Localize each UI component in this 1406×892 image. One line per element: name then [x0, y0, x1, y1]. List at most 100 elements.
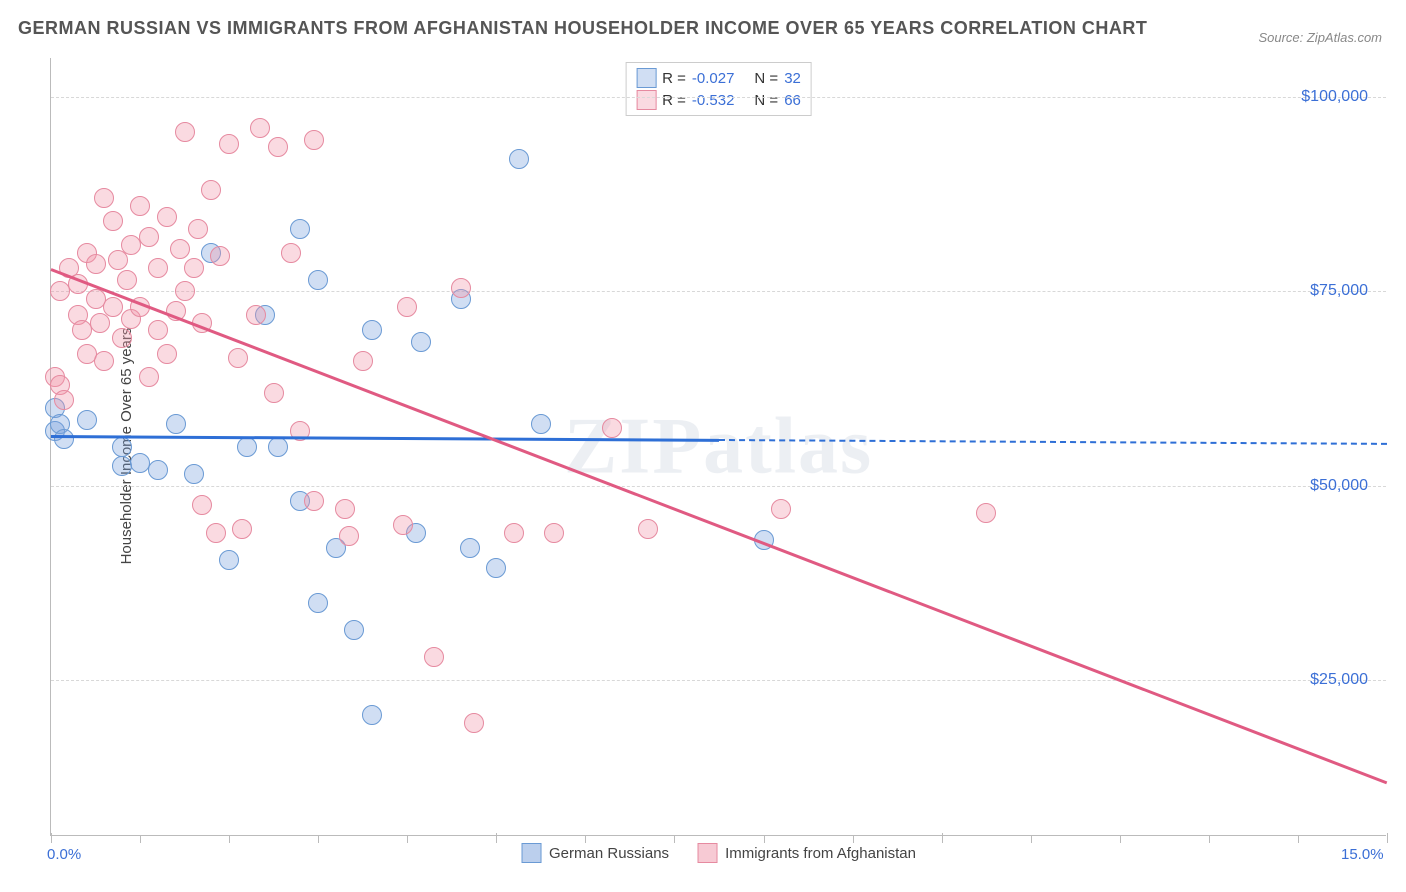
- data-point: [464, 713, 484, 733]
- legend-r-value: -0.532: [692, 92, 735, 109]
- data-point: [112, 328, 132, 348]
- data-point: [148, 320, 168, 340]
- data-point: [335, 499, 355, 519]
- data-point: [192, 495, 212, 515]
- x-tick: [496, 833, 497, 843]
- legend-swatch: [697, 843, 717, 863]
- x-tick-minor: [229, 835, 230, 843]
- data-point: [232, 519, 252, 539]
- data-point: [290, 219, 310, 239]
- data-point: [281, 243, 301, 263]
- data-point: [148, 460, 168, 480]
- data-point: [228, 348, 248, 368]
- x-tick: [1387, 833, 1388, 843]
- data-point: [210, 246, 230, 266]
- data-point: [509, 149, 529, 169]
- legend-row: R =-0.027N =32: [636, 67, 801, 89]
- data-point: [264, 383, 284, 403]
- data-point: [188, 219, 208, 239]
- legend-item: German Russians: [521, 843, 669, 863]
- data-point: [304, 130, 324, 150]
- data-point: [362, 320, 382, 340]
- chart-plot-area: ZIPatlas R =-0.027N =32R =-0.532N =66 Ge…: [50, 58, 1386, 836]
- data-point: [117, 270, 137, 290]
- x-tick-minor: [1031, 835, 1032, 843]
- x-tick-minor: [1209, 835, 1210, 843]
- legend-label: German Russians: [549, 845, 669, 862]
- x-tick-minor: [585, 835, 586, 843]
- data-point: [602, 418, 622, 438]
- data-point: [460, 538, 480, 558]
- gridline-h: [51, 97, 1386, 98]
- legend-swatch: [636, 90, 656, 110]
- trend-line: [51, 435, 719, 442]
- correlation-legend: R =-0.027N =32R =-0.532N =66: [625, 62, 812, 116]
- data-point: [308, 593, 328, 613]
- x-tick-minor: [140, 835, 141, 843]
- data-point: [246, 305, 266, 325]
- data-point: [206, 523, 226, 543]
- data-point: [308, 270, 328, 290]
- legend-swatch: [636, 68, 656, 88]
- legend-n-label: N =: [754, 70, 778, 87]
- gridline-h: [51, 291, 1386, 292]
- data-point: [411, 332, 431, 352]
- legend-r-label: R =: [662, 70, 686, 87]
- data-point: [531, 414, 551, 434]
- data-point: [184, 464, 204, 484]
- data-point: [184, 258, 204, 278]
- data-point: [90, 313, 110, 333]
- legend-swatch: [521, 843, 541, 863]
- data-point: [424, 647, 444, 667]
- y-tick-label: $100,000: [1301, 88, 1368, 106]
- data-point: [544, 523, 564, 543]
- data-point: [108, 250, 128, 270]
- data-point: [268, 437, 288, 457]
- legend-item: Immigrants from Afghanistan: [697, 843, 916, 863]
- legend-n-value: 66: [784, 92, 801, 109]
- y-tick-label: $25,000: [1310, 671, 1368, 689]
- data-point: [175, 122, 195, 142]
- y-tick-label: $50,000: [1310, 477, 1368, 495]
- data-point: [112, 456, 132, 476]
- x-tick-minor: [1298, 835, 1299, 843]
- data-point: [304, 491, 324, 511]
- legend-row: R = -0.532 N = 66: [636, 89, 801, 111]
- data-point: [139, 227, 159, 247]
- y-tick-label: $75,000: [1310, 282, 1368, 300]
- gridline-h: [51, 486, 1386, 487]
- data-point: [175, 281, 195, 301]
- trend-line: [719, 439, 1387, 445]
- data-point: [976, 503, 996, 523]
- legend-n-label: N =: [754, 92, 778, 109]
- x-tick-label: 15.0%: [1341, 846, 1384, 863]
- data-point: [130, 196, 150, 216]
- data-point: [103, 211, 123, 231]
- data-point: [353, 351, 373, 371]
- data-point: [103, 297, 123, 317]
- series-legend: German Russians Immigrants from Afghanist…: [521, 843, 916, 863]
- data-point: [148, 258, 168, 278]
- data-point: [451, 278, 471, 298]
- data-point: [393, 515, 413, 535]
- x-tick: [51, 833, 52, 843]
- legend-r-label: R =: [662, 92, 686, 109]
- legend-n-value: 32: [784, 70, 801, 87]
- data-point: [486, 558, 506, 578]
- data-point: [250, 118, 270, 138]
- chart-title: GERMAN RUSSIAN VS IMMIGRANTS FROM AFGHAN…: [18, 18, 1147, 39]
- data-point: [504, 523, 524, 543]
- gridline-h: [51, 680, 1386, 681]
- data-point: [139, 367, 159, 387]
- data-point: [157, 207, 177, 227]
- x-tick-minor: [1120, 835, 1121, 843]
- x-tick-minor: [407, 835, 408, 843]
- data-point: [237, 437, 257, 457]
- data-point: [219, 550, 239, 570]
- x-tick-minor: [853, 835, 854, 843]
- data-point: [638, 519, 658, 539]
- data-point: [157, 344, 177, 364]
- watermark: ZIPatlas: [564, 401, 873, 492]
- data-point: [166, 414, 186, 434]
- data-point: [362, 705, 382, 725]
